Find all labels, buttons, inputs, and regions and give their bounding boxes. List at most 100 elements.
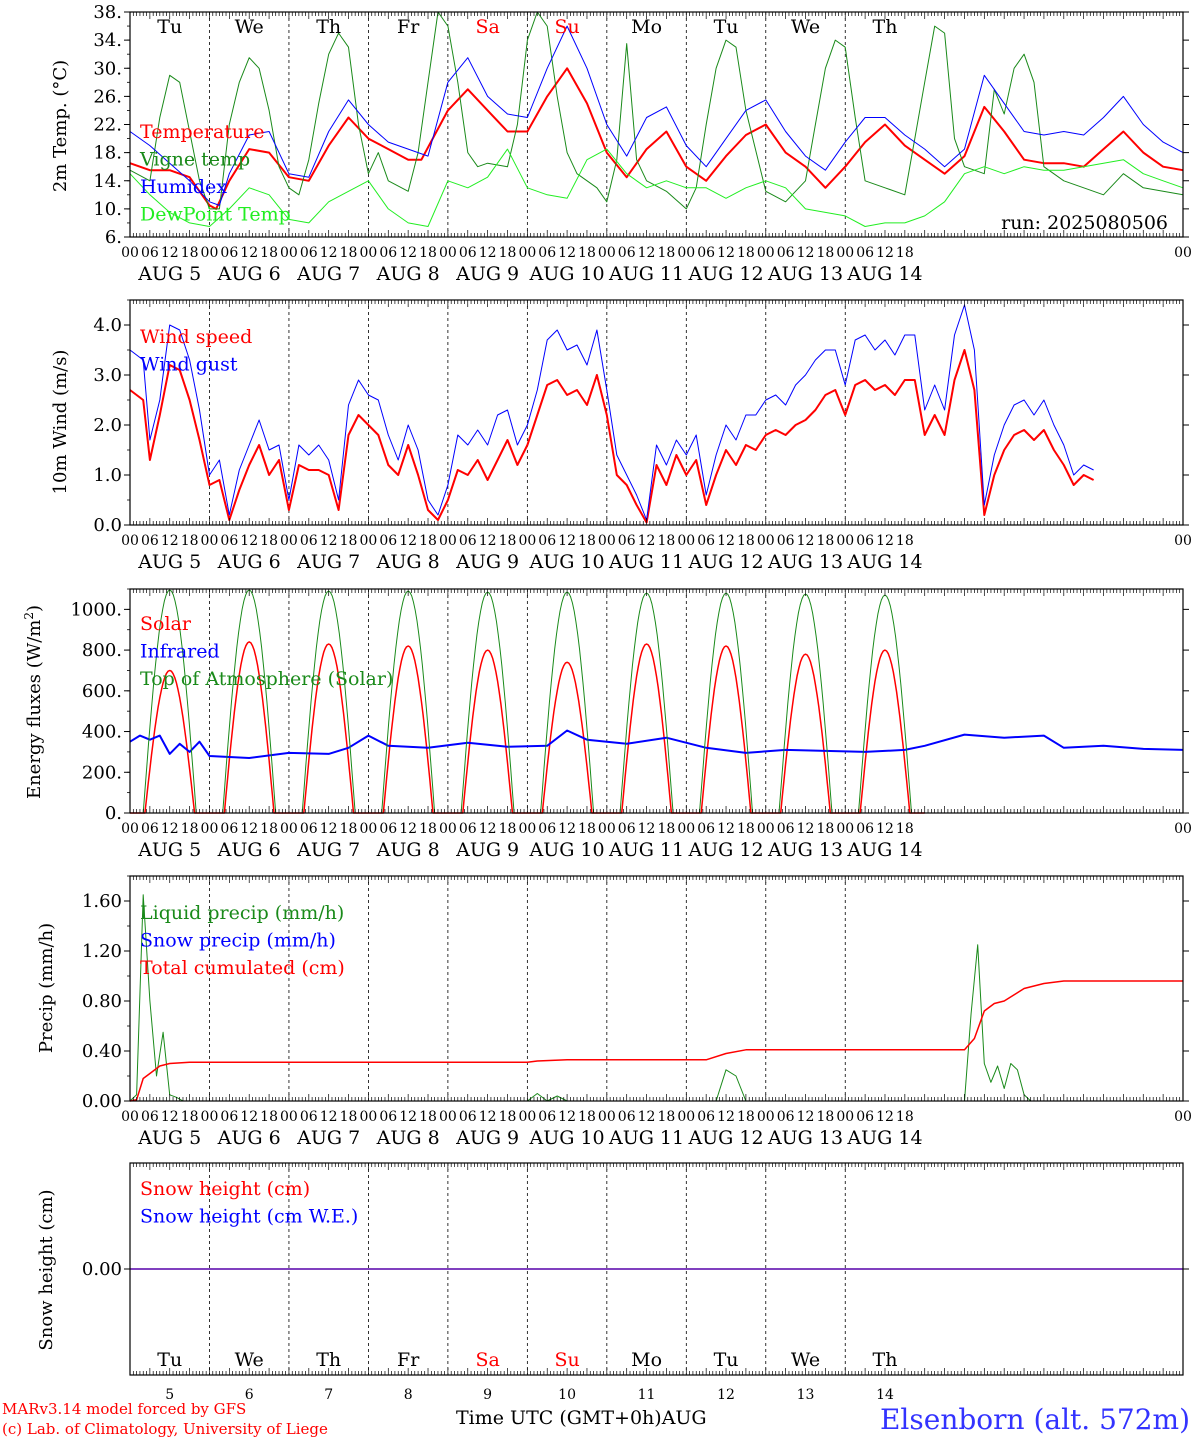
- x-hour-label: 18: [499, 821, 517, 837]
- series-line: [129, 148, 1184, 227]
- x-date-label: AUG 9: [455, 263, 519, 285]
- x-hour-label: 06: [538, 821, 556, 837]
- x-date-label: AUG 9: [455, 839, 519, 861]
- x-hour-label: 06: [220, 533, 238, 549]
- legend-entry: Temperature: [140, 121, 264, 143]
- x-hour-label: 00: [360, 533, 378, 549]
- x-hour-label: 06: [459, 533, 477, 549]
- x-hour-label: 18: [578, 533, 596, 549]
- x-date-label: AUG 5: [137, 263, 201, 285]
- legend-entry: DewPoint Temp: [140, 204, 291, 226]
- x-hour-label: 12: [240, 821, 258, 837]
- x-hour-label: 00: [598, 533, 616, 549]
- series-line: [129, 25, 1184, 206]
- x-date-label: AUG 10: [529, 263, 605, 285]
- temp-ylabel: 2m Temp. (°C): [50, 60, 71, 192]
- x-hour-label: 00: [360, 245, 378, 261]
- x-hour-label: 18: [658, 245, 676, 261]
- legend-entry: Snow height (cm W.E.): [140, 1206, 358, 1228]
- x-date-label: AUG 11: [608, 1127, 684, 1149]
- y-tick-label: 34.: [93, 30, 122, 51]
- x-hour-label: 12: [320, 245, 338, 261]
- x-hour-label: 18: [737, 1109, 755, 1125]
- x-hour-label: 00: [280, 245, 298, 261]
- y-tick-label: 1.60: [82, 891, 122, 912]
- x-hour-label: 00: [757, 1109, 775, 1125]
- legend-entry: Wind gust: [140, 354, 238, 376]
- x-hour-label: 00: [598, 1109, 616, 1125]
- x-hour-label: 12: [797, 245, 815, 261]
- x-hour-label: 18: [658, 533, 676, 549]
- x-date-label: AUG 13: [767, 1127, 843, 1149]
- x-hour-label: 06: [300, 245, 318, 261]
- x-hour-label: 18: [499, 533, 517, 549]
- x-hour-label: 00: [518, 1109, 536, 1125]
- x-hour-label: 18: [340, 821, 358, 837]
- x-hour-label: 00: [518, 821, 536, 837]
- x-hour-label: 18: [260, 533, 278, 549]
- day-number-label: 13: [797, 1387, 815, 1403]
- x-date-label: AUG 12: [687, 551, 763, 573]
- y-tick-label: 22.: [93, 115, 122, 136]
- x-hour-label: 00: [439, 533, 457, 549]
- x-hour-label: 00: [121, 1109, 139, 1125]
- x-hour-label: 18: [181, 1109, 199, 1125]
- y-tick-label: 0.40: [82, 1041, 122, 1062]
- legend-entry: Snow height (cm): [140, 1178, 310, 1200]
- x-hour-label: 06: [141, 821, 159, 837]
- x-date-label: AUG 14: [846, 839, 922, 861]
- weekday-label-top: We: [791, 16, 820, 38]
- x-hour-label: 12: [320, 1109, 338, 1125]
- x-hour-label: 18: [419, 1109, 437, 1125]
- x-hour-label: 18: [816, 1109, 834, 1125]
- x-hour-label: 06: [220, 245, 238, 261]
- y-tick-label: 800.: [82, 640, 122, 661]
- day-number-label: 9: [483, 1387, 492, 1403]
- series-line: [129, 894, 1183, 1102]
- series-line: [130, 589, 925, 814]
- x-date-label: AUG 8: [376, 1127, 440, 1149]
- labels-layer: Temperature Vigne temp Humidex DewPoint Tem…: [70, 2, 1191, 1403]
- x-date-label: AUG 10: [529, 551, 605, 573]
- y-tick-label: 1.0: [93, 465, 122, 486]
- x-hour-label: 18: [419, 821, 437, 837]
- x-hour-label: 00: [201, 1109, 219, 1125]
- y-tick-label: 0.80: [82, 991, 122, 1012]
- x-date-label: AUG 9: [455, 1127, 519, 1149]
- x-hour-label: 00: [598, 821, 616, 837]
- x-hour-label: 06: [697, 533, 715, 549]
- x-hour-label: 12: [558, 533, 576, 549]
- series-line: [129, 11, 1184, 210]
- x-hour-label: 06: [141, 533, 159, 549]
- x-hour-label: 18: [499, 245, 517, 261]
- weekday-label-bottom: Th: [316, 1349, 341, 1371]
- x-hour-label: 06: [220, 821, 238, 837]
- x-hour-label: 06: [777, 821, 795, 837]
- weekday-label-top: Th: [316, 16, 341, 38]
- x-hour-label: 06: [300, 533, 318, 549]
- y-tick-label: 1.20: [82, 941, 122, 962]
- y-tick-label: 30.: [93, 58, 122, 79]
- x-hour-label: 06: [459, 821, 477, 837]
- x-date-label: AUG 10: [529, 1127, 605, 1149]
- x-date-label: AUG 5: [137, 839, 201, 861]
- weekday-label-bottom: We: [791, 1349, 820, 1371]
- legend-entry: Wind speed: [140, 326, 252, 348]
- x-hour-label: 00: [836, 1109, 854, 1125]
- x-hour-label: 12: [876, 1109, 894, 1125]
- x-hour-label: 18: [499, 1109, 517, 1125]
- day-number-label: 8: [404, 1387, 413, 1403]
- legend-entry: Humidex: [140, 176, 227, 198]
- y-tick-label: 10.: [93, 199, 122, 220]
- x-hour-label: 00: [677, 533, 695, 549]
- day-number-label: 5: [165, 1387, 174, 1403]
- footer-station: Elsenborn (alt. 572m): [880, 1403, 1190, 1436]
- x-date-label: AUG 10: [529, 839, 605, 861]
- weekday-label-bottom: Fr: [397, 1349, 420, 1371]
- y-tick-label: 26.: [93, 86, 122, 107]
- x-hour-label: 00: [598, 245, 616, 261]
- series-line: [129, 67, 1184, 210]
- x-hour-label: 18: [737, 533, 755, 549]
- day-number-label: 12: [717, 1387, 735, 1403]
- x-hour-label: 00: [518, 245, 536, 261]
